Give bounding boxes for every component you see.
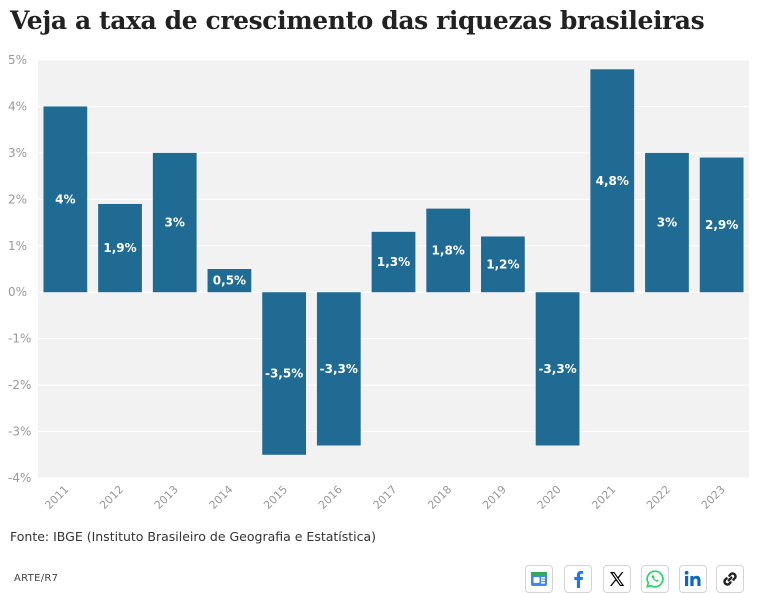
bar <box>371 231 416 293</box>
bar <box>699 157 744 293</box>
x-tick-label: 2014 <box>207 483 236 512</box>
google-news-share-button[interactable] <box>525 565 553 593</box>
data-label: 4,8% <box>596 174 629 188</box>
data-label: -3,3% <box>538 362 576 376</box>
x-tick-label: 2020 <box>535 483 564 512</box>
facebook-share-button[interactable] <box>564 565 592 593</box>
data-label: 1,3% <box>377 255 410 269</box>
y-tick-label: 0% <box>8 285 27 299</box>
bar <box>152 152 197 293</box>
x-icon <box>610 572 625 586</box>
linkedin-icon <box>684 570 701 586</box>
google-news-icon <box>531 572 547 586</box>
bar-chart: 5% 4% 3% 2% 1% 0% -1% -2% -3% -4% 4% 2011 1,9% 2012 3%… <box>8 53 749 512</box>
bar <box>535 292 580 446</box>
bar <box>645 152 689 293</box>
data-label: 2,9% <box>705 218 738 232</box>
bar <box>316 292 361 446</box>
bar <box>426 208 471 293</box>
y-tick-label: -1% <box>8 332 31 346</box>
bar <box>481 236 525 293</box>
data-label: 4% <box>55 192 75 206</box>
x-tick-label: 2017 <box>371 483 400 512</box>
x-tick-label: 2013 <box>152 483 181 512</box>
y-tick-label: 2% <box>8 192 27 206</box>
data-label: -3,3% <box>320 362 358 376</box>
x-tick-label: 2019 <box>480 483 509 512</box>
y-tick-label: -3% <box>8 425 31 439</box>
data-label: 0,5% <box>213 274 246 288</box>
y-tick-label: 4% <box>8 99 27 113</box>
chart-title: Veja a taxa de crescimento das riquezas … <box>10 6 705 35</box>
bar <box>590 69 635 293</box>
x-share-button[interactable] <box>603 565 631 593</box>
copy-link-button[interactable] <box>716 565 744 593</box>
bar <box>43 106 88 293</box>
x-tick-label: 2018 <box>425 483 454 512</box>
bar <box>262 292 306 455</box>
data-label: 3% <box>165 216 185 230</box>
y-tick-label: -2% <box>8 378 31 392</box>
x-tick-label: 2022 <box>644 483 673 512</box>
x-tick-label: 2023 <box>699 483 728 512</box>
y-tick-label: 5% <box>8 53 27 67</box>
y-tick-label: 3% <box>8 146 27 160</box>
source-note: Fonte: IBGE (Instituto Brasileiro de Geo… <box>10 529 377 544</box>
bar <box>98 203 142 293</box>
whatsapp-share-button[interactable] <box>641 565 669 593</box>
y-tick-label: -4% <box>8 471 31 485</box>
data-label: 1,9% <box>103 241 136 255</box>
y-tick-label: 1% <box>8 239 27 253</box>
x-tick-label: 2011 <box>42 483 71 512</box>
data-label: -3,5% <box>265 367 303 381</box>
data-label: 3% <box>657 216 677 230</box>
facebook-icon <box>574 571 584 588</box>
linkedin-share-button[interactable] <box>679 565 707 593</box>
x-tick-label: 2012 <box>97 483 126 512</box>
whatsapp-icon <box>646 570 664 588</box>
data-label: 1,8% <box>432 243 465 257</box>
x-tick-label: 2016 <box>316 483 345 512</box>
data-label: 1,2% <box>486 257 519 271</box>
link-icon <box>723 572 737 586</box>
x-tick-label: 2015 <box>261 483 290 512</box>
x-tick-label: 2021 <box>589 483 618 512</box>
bar <box>207 269 252 293</box>
credit-text: ARTE/R7 <box>14 573 59 584</box>
